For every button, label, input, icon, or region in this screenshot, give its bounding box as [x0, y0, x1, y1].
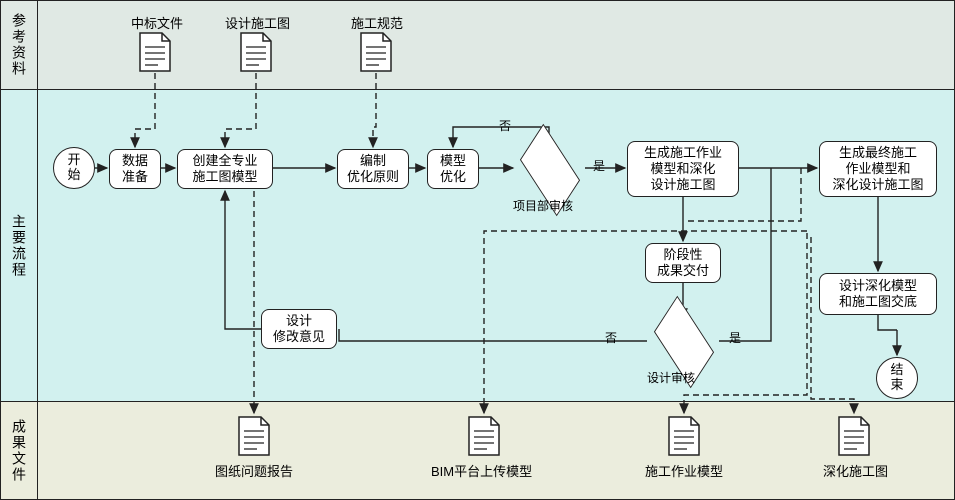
lane-label-ref: 参考资料 [1, 1, 38, 89]
edge-label: 是 [593, 157, 605, 174]
circle-start: 开始 [53, 147, 95, 189]
edge-label: 是 [729, 329, 741, 346]
box-create: 创建全专业施工图模型 [177, 149, 273, 189]
document-label: 施工规范 [351, 13, 403, 32]
box-data: 数据准备 [109, 149, 161, 189]
box-final: 生成最终施工作业模型和深化设计施工图 [819, 141, 937, 197]
diamond-d2 [651, 321, 715, 361]
document-label: 设计施工图 [225, 13, 290, 32]
document-icon [667, 415, 701, 457]
box-jiaodi: 设计深化模型和施工图交底 [819, 273, 937, 315]
lane-main: 主要流程 [1, 89, 954, 401]
document-icon [359, 31, 393, 73]
document-label: 施工作业模型 [645, 461, 723, 480]
circle-end: 结束 [876, 357, 918, 399]
diamond-label-d2: 设计审核 [647, 369, 695, 386]
document-icon [467, 415, 501, 457]
edge-label: 否 [499, 117, 511, 134]
box-revise: 设计修改意见 [261, 309, 337, 349]
document-label: 深化施工图 [823, 461, 888, 480]
document-icon [237, 415, 271, 457]
lane-label-main: 主要流程 [1, 90, 38, 401]
document-label: BIM平台上传模型 [431, 461, 532, 480]
document-icon [239, 31, 273, 73]
document-icon [138, 31, 172, 73]
box-phase: 阶段性成果交付 [645, 243, 721, 283]
diamond-label-d1: 项目部审核 [513, 197, 573, 214]
box-rule: 编制优化原则 [337, 149, 409, 189]
document-label: 图纸问题报告 [215, 461, 293, 480]
box-gen: 生成施工作业模型和深化设计施工图 [627, 141, 739, 197]
edge-label: 否 [605, 329, 617, 346]
document-icon [837, 415, 871, 457]
box-opt: 模型优化 [427, 149, 479, 189]
document-label: 中标文件 [131, 13, 183, 32]
lane-label-out: 成果文件 [1, 402, 38, 499]
diamond-d1 [517, 149, 581, 189]
